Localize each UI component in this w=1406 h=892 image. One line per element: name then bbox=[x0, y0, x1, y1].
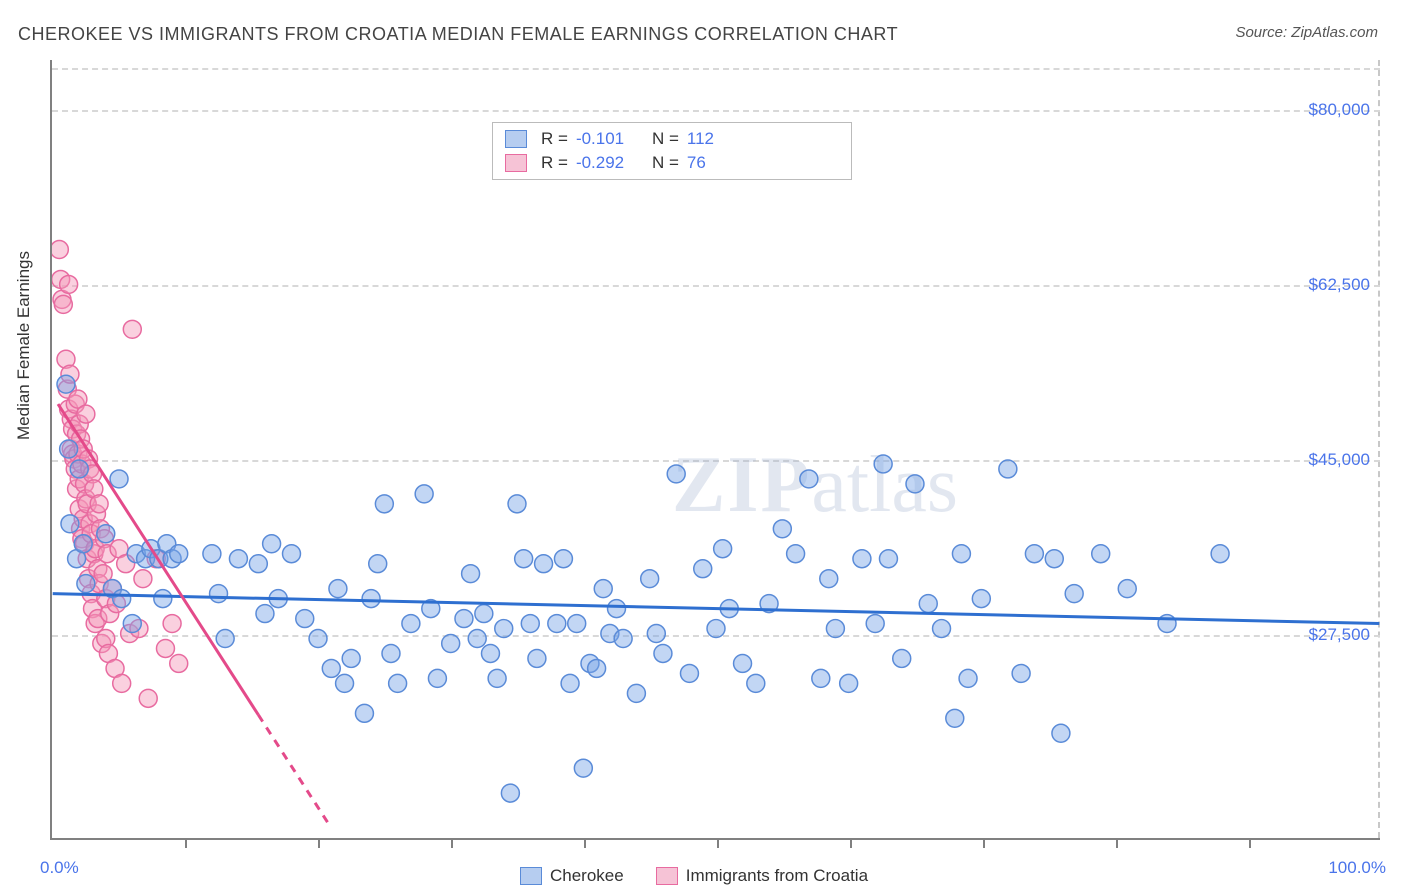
x-axis-min-label: 0.0% bbox=[40, 858, 79, 878]
pink-swatch bbox=[505, 154, 527, 172]
n-label: N = bbox=[652, 153, 679, 173]
r-value: -0.101 bbox=[576, 129, 638, 149]
source-label: Source: ZipAtlas.com bbox=[1235, 24, 1378, 41]
y-axis-title: Median Female Earnings bbox=[14, 251, 34, 440]
legend-stats-row: R = -0.292 N = 76 bbox=[505, 151, 839, 175]
x-tick bbox=[850, 838, 852, 848]
n-value: 76 bbox=[687, 153, 706, 173]
x-tick bbox=[1116, 838, 1118, 848]
legend-bottom: Cherokee Immigrants from Croatia bbox=[520, 866, 868, 886]
x-tick bbox=[584, 838, 586, 848]
chart-title: CHEROKEE VS IMMIGRANTS FROM CROATIA MEDI… bbox=[18, 24, 898, 45]
r-label: R = bbox=[541, 153, 568, 173]
x-tick bbox=[318, 838, 320, 848]
x-tick bbox=[983, 838, 985, 848]
legend-stats-row: R = -0.101 N = 112 bbox=[505, 127, 839, 151]
x-tick bbox=[717, 838, 719, 848]
blue-swatch bbox=[520, 867, 542, 885]
legend-label: Cherokee bbox=[550, 866, 624, 886]
x-tick bbox=[1249, 838, 1251, 848]
pink-swatch bbox=[656, 867, 678, 885]
blue-swatch bbox=[505, 130, 527, 148]
x-tick bbox=[185, 838, 187, 848]
legend-item: Cherokee bbox=[520, 866, 624, 886]
legend-label: Immigrants from Croatia bbox=[686, 866, 868, 886]
r-value: -0.292 bbox=[576, 153, 638, 173]
x-tick bbox=[451, 838, 453, 848]
legend-stats: R = -0.101 N = 112 R = -0.292 N = 76 bbox=[492, 122, 852, 180]
plot-area: ZIPatlas R = -0.101 N = 112 R = -0.292 N… bbox=[50, 60, 1380, 840]
n-label: N = bbox=[652, 129, 679, 149]
legend-item: Immigrants from Croatia bbox=[656, 866, 868, 886]
r-label: R = bbox=[541, 129, 568, 149]
n-value: 112 bbox=[687, 129, 714, 149]
x-axis-max-label: 100.0% bbox=[1328, 858, 1386, 878]
